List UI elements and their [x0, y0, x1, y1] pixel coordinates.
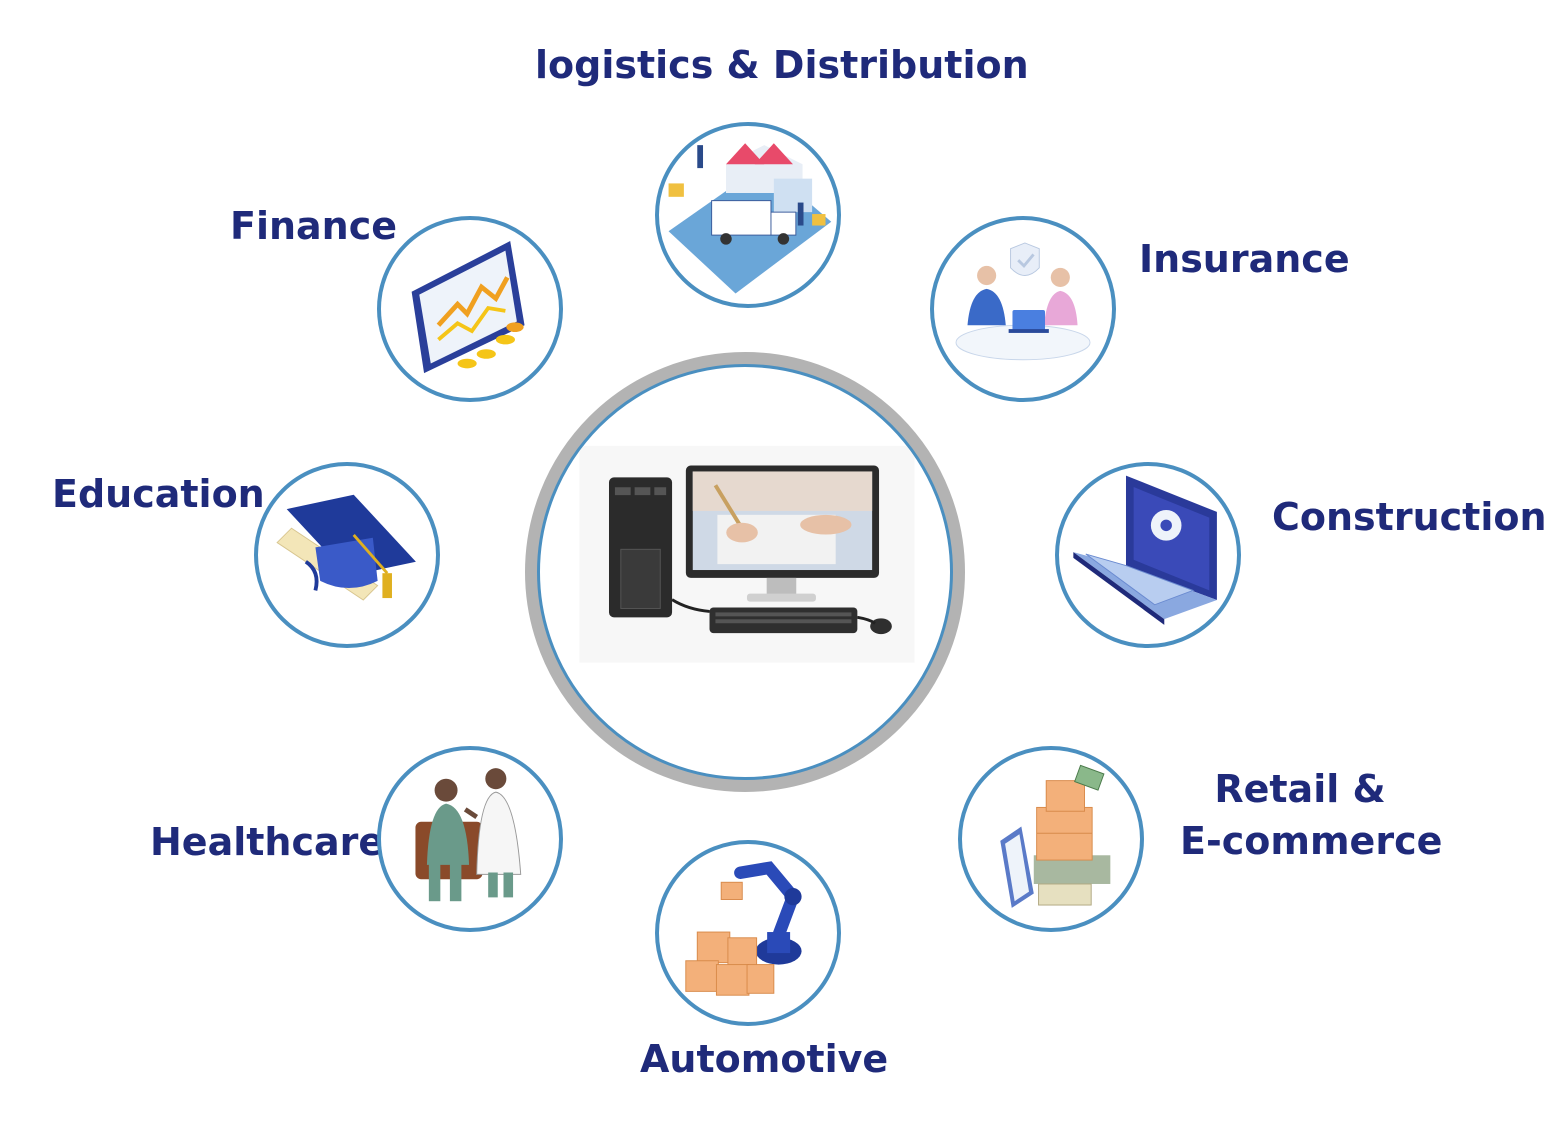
logistics-circle	[655, 122, 841, 308]
education-circle	[254, 462, 440, 648]
automotive-label: Automotive	[640, 1037, 889, 1081]
retail-circle	[958, 746, 1144, 932]
finance-label: Finance	[230, 204, 398, 248]
center-circle	[537, 364, 953, 780]
desktop-computer-icon	[579, 445, 915, 663]
logistics-warehouse-truck-icon	[668, 143, 832, 294]
robot-arm-boxes-icon	[685, 861, 802, 996]
automotive-circle	[655, 840, 841, 1026]
logistics-label: logistics & Distribution	[535, 43, 1029, 87]
graduation-cap-diploma-icon	[276, 494, 416, 601]
retail-label: Retail & E-commerce	[1180, 767, 1443, 863]
finance-circle	[377, 216, 563, 402]
insurance-label: Insurance	[1139, 237, 1350, 281]
finance-chart-coins-icon	[411, 241, 525, 374]
insurance-meeting-shield-icon	[955, 242, 1091, 361]
construction-circle	[1055, 462, 1241, 648]
healthcare-label: Healthcare	[150, 820, 385, 864]
insurance-circle	[930, 216, 1116, 402]
education-label: Education	[52, 472, 265, 516]
doctor-patient-icon	[415, 768, 522, 902]
construction-label: Construction	[1272, 495, 1547, 539]
retail-label-line2: E-commerce	[1180, 818, 1443, 863]
boxes-scale-icon	[1000, 764, 1111, 908]
retail-label-line1: Retail &	[1214, 767, 1386, 811]
laptop-gear-icon	[1073, 475, 1217, 625]
healthcare-circle	[377, 746, 563, 932]
